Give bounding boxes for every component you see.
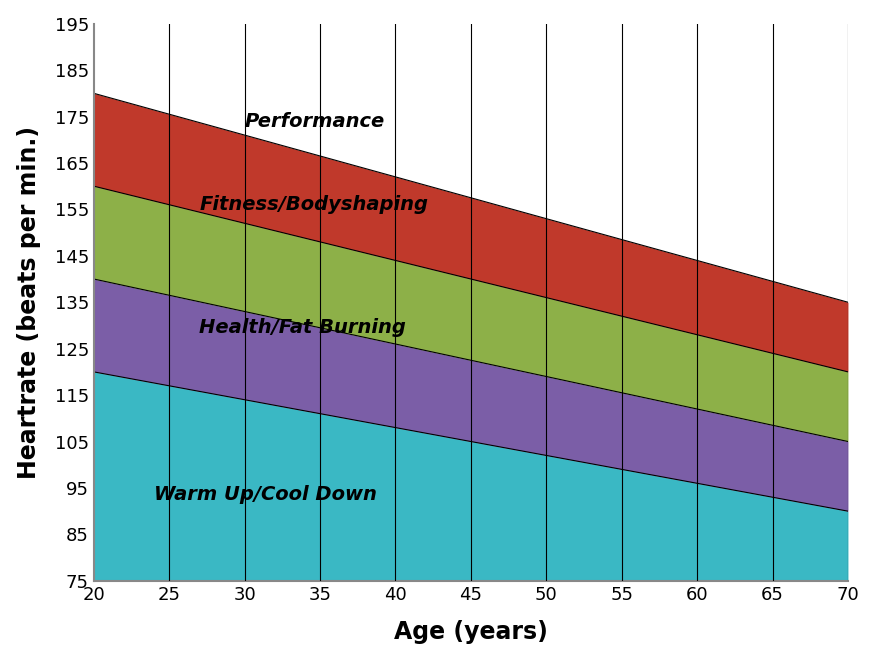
Text: Health/Fat Burning: Health/Fat Burning xyxy=(200,318,406,337)
Y-axis label: Heartrate (beats per min.): Heartrate (beats per min.) xyxy=(17,126,40,479)
Text: Performance: Performance xyxy=(244,112,385,131)
Text: Warm Up/Cool Down: Warm Up/Cool Down xyxy=(154,485,377,504)
X-axis label: Age (years): Age (years) xyxy=(394,620,548,644)
Text: Fitness/Bodyshaping: Fitness/Bodyshaping xyxy=(200,195,428,214)
